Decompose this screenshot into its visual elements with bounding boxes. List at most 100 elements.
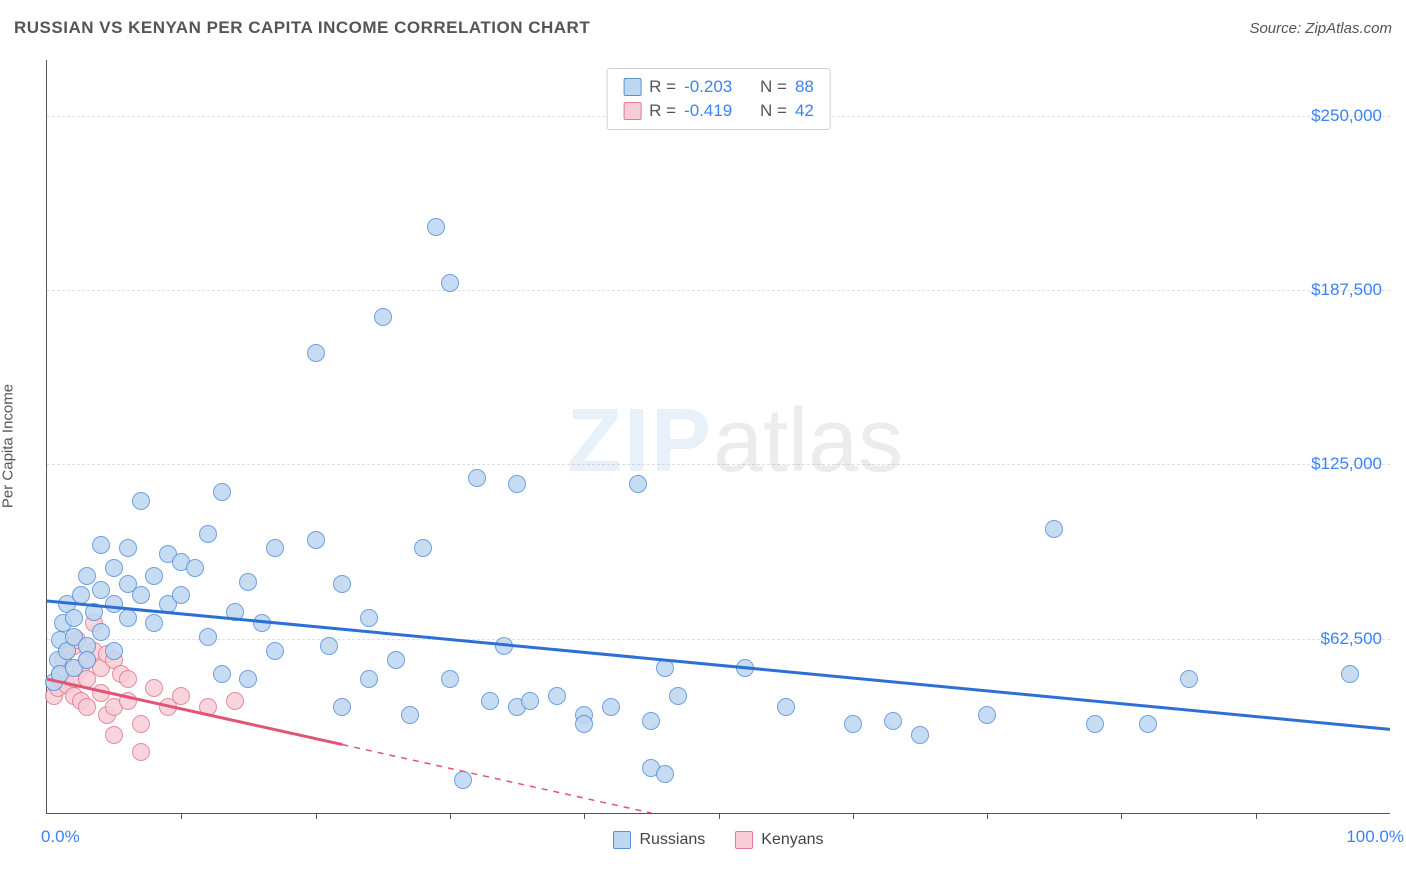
- scatter-point-russians: [884, 712, 902, 730]
- scatter-point-kenyans: [172, 687, 190, 705]
- scatter-point-russians: [145, 614, 163, 632]
- scatter-point-russians: [669, 687, 687, 705]
- scatter-point-russians: [333, 575, 351, 593]
- scatter-point-russians: [72, 586, 90, 604]
- stats-kenyans-n: 42: [795, 101, 814, 121]
- scatter-point-russians: [495, 637, 513, 655]
- chart-title: RUSSIAN VS KENYAN PER CAPITA INCOME CORR…: [14, 18, 590, 38]
- scatter-point-russians: [978, 706, 996, 724]
- scatter-point-russians: [441, 274, 459, 292]
- chart-container: RUSSIAN VS KENYAN PER CAPITA INCOME CORR…: [0, 0, 1406, 892]
- title-bar: RUSSIAN VS KENYAN PER CAPITA INCOME CORR…: [14, 18, 1392, 38]
- scatter-point-russians: [307, 531, 325, 549]
- scatter-point-russians: [333, 698, 351, 716]
- swatch-russians-icon: [623, 78, 641, 96]
- scatter-point-russians: [911, 726, 929, 744]
- y-tick-label: $125,000: [1311, 454, 1382, 474]
- scatter-point-russians: [642, 712, 660, 730]
- scatter-point-russians: [119, 539, 137, 557]
- scatter-point-kenyans: [105, 726, 123, 744]
- plot-area: ZIPatlas R = -0.203 N = 88 R = -0.419 N …: [46, 60, 1390, 814]
- gridline: [47, 290, 1390, 291]
- x-tick: [987, 813, 988, 819]
- scatter-point-kenyans: [92, 684, 110, 702]
- legend-item-russians: Russians: [613, 831, 705, 849]
- scatter-point-russians: [656, 765, 674, 783]
- scatter-point-russians: [1045, 520, 1063, 538]
- x-tick: [853, 813, 854, 819]
- scatter-point-russians: [85, 603, 103, 621]
- scatter-point-russians: [186, 559, 204, 577]
- n-label: N =: [760, 101, 787, 121]
- x-tick: [584, 813, 585, 819]
- scatter-point-russians: [360, 670, 378, 688]
- scatter-point-russians: [239, 573, 257, 591]
- watermark-atlas: atlas: [713, 391, 903, 491]
- y-tick-label: $62,500: [1321, 629, 1382, 649]
- scatter-point-russians: [92, 536, 110, 554]
- scatter-point-russians: [1086, 715, 1104, 733]
- stats-russians-n: 88: [795, 77, 814, 97]
- legend-label-kenyans: Kenyans: [761, 831, 823, 849]
- scatter-point-russians: [320, 637, 338, 655]
- scatter-point-russians: [508, 475, 526, 493]
- scatter-point-russians: [199, 525, 217, 543]
- y-tick-label: $250,000: [1311, 106, 1382, 126]
- scatter-point-russians: [441, 670, 459, 688]
- gridline: [47, 639, 1390, 640]
- y-tick-label: $187,500: [1311, 280, 1382, 300]
- scatter-point-russians: [92, 623, 110, 641]
- scatter-point-russians: [374, 308, 392, 326]
- scatter-point-russians: [1139, 715, 1157, 733]
- scatter-point-kenyans: [132, 715, 150, 733]
- x-tick: [1121, 813, 1122, 819]
- scatter-point-russians: [105, 595, 123, 613]
- stats-russians-r: -0.203: [684, 77, 742, 97]
- legend-item-kenyans: Kenyans: [735, 831, 823, 849]
- scatter-point-russians: [656, 659, 674, 677]
- stats-legend: R = -0.203 N = 88 R = -0.419 N = 42: [606, 68, 831, 130]
- n-label: N =: [760, 77, 787, 97]
- scatter-point-russians: [736, 659, 754, 677]
- legend-label-russians: Russians: [639, 831, 705, 849]
- scatter-point-russians: [213, 483, 231, 501]
- stats-row-russians: R = -0.203 N = 88: [623, 75, 814, 99]
- scatter-point-russians: [481, 692, 499, 710]
- scatter-point-russians: [521, 692, 539, 710]
- scatter-point-russians: [1341, 665, 1359, 683]
- x-tick: [719, 813, 720, 819]
- scatter-point-russians: [548, 687, 566, 705]
- scatter-point-russians: [387, 651, 405, 669]
- scatter-point-russians: [414, 539, 432, 557]
- scatter-point-russians: [78, 651, 96, 669]
- scatter-point-kenyans: [78, 698, 96, 716]
- scatter-point-russians: [454, 771, 472, 789]
- x-tick: [450, 813, 451, 819]
- scatter-point-russians: [172, 586, 190, 604]
- chart-source: Source: ZipAtlas.com: [1249, 20, 1392, 37]
- scatter-point-russians: [132, 492, 150, 510]
- scatter-point-russians: [401, 706, 419, 724]
- y-axis-label: Per Capita Income: [0, 384, 17, 508]
- scatter-point-russians: [360, 609, 378, 627]
- scatter-point-russians: [239, 670, 257, 688]
- scatter-point-russians: [199, 628, 217, 646]
- swatch-russians-icon: [613, 831, 631, 849]
- x-tick: [181, 813, 182, 819]
- r-label: R =: [649, 77, 676, 97]
- scatter-point-kenyans: [119, 692, 137, 710]
- scatter-point-russians: [1180, 670, 1198, 688]
- scatter-point-russians: [226, 603, 244, 621]
- scatter-point-russians: [253, 614, 271, 632]
- regression-lines: [47, 60, 1390, 813]
- swatch-kenyans-icon: [623, 102, 641, 120]
- x-tick: [316, 813, 317, 819]
- bottom-legend: Russians Kenyans: [47, 831, 1390, 849]
- scatter-point-russians: [132, 586, 150, 604]
- scatter-point-russians: [213, 665, 231, 683]
- scatter-point-kenyans: [119, 670, 137, 688]
- scatter-point-russians: [105, 559, 123, 577]
- scatter-point-russians: [266, 539, 284, 557]
- gridline: [47, 464, 1390, 465]
- x-tick: [1256, 813, 1257, 819]
